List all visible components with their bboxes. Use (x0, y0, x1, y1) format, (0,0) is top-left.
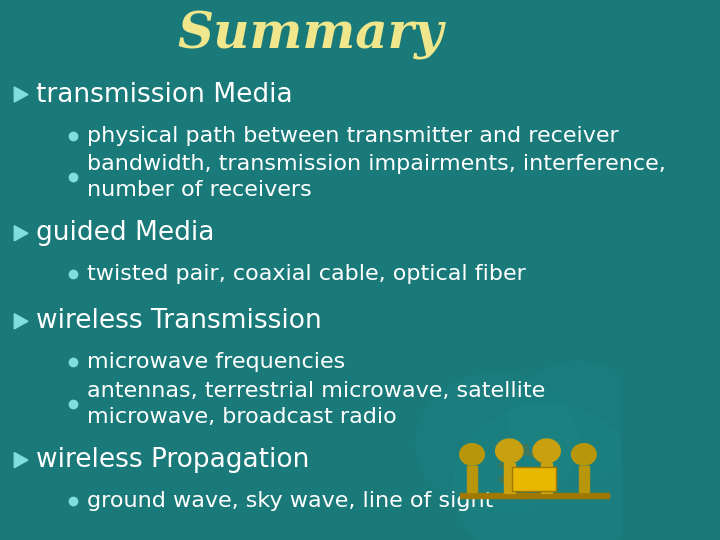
Circle shape (495, 439, 523, 463)
Circle shape (509, 362, 646, 481)
FancyArrow shape (14, 314, 28, 329)
FancyArrow shape (504, 463, 515, 493)
FancyArrow shape (14, 87, 28, 102)
Text: guided Media: guided Media (36, 220, 215, 246)
Text: wireless Transmission: wireless Transmission (36, 308, 322, 334)
FancyArrow shape (541, 463, 552, 493)
Text: bandwidth, transmission impairments, interference,
number of receivers: bandwidth, transmission impairments, int… (87, 154, 666, 200)
Text: microwave frequencies: microwave frequencies (87, 352, 345, 372)
FancyArrow shape (467, 465, 477, 492)
Circle shape (572, 444, 596, 465)
FancyArrow shape (14, 226, 28, 241)
FancyArrow shape (14, 453, 28, 468)
Circle shape (416, 373, 577, 513)
Text: wireless Propagation: wireless Propagation (36, 447, 310, 473)
Text: ground wave, sky wave, line of sight: ground wave, sky wave, line of sight (87, 491, 493, 511)
Circle shape (460, 444, 485, 465)
Bar (513, 467, 556, 491)
Circle shape (454, 405, 640, 540)
Circle shape (533, 439, 560, 463)
Text: physical path between transmitter and receiver: physical path between transmitter and re… (87, 126, 618, 146)
FancyArrow shape (579, 465, 589, 492)
Text: transmission Media: transmission Media (36, 82, 292, 107)
Text: antennas, terrestrial microwave, satellite
microwave, broadcast radio: antennas, terrestrial microwave, satelli… (87, 381, 545, 427)
Text: twisted pair, coaxial cable, optical fiber: twisted pair, coaxial cable, optical fib… (87, 264, 526, 285)
Text: ⚙: ⚙ (490, 441, 559, 515)
Text: Summary: Summary (178, 11, 444, 59)
FancyArrow shape (459, 493, 608, 498)
